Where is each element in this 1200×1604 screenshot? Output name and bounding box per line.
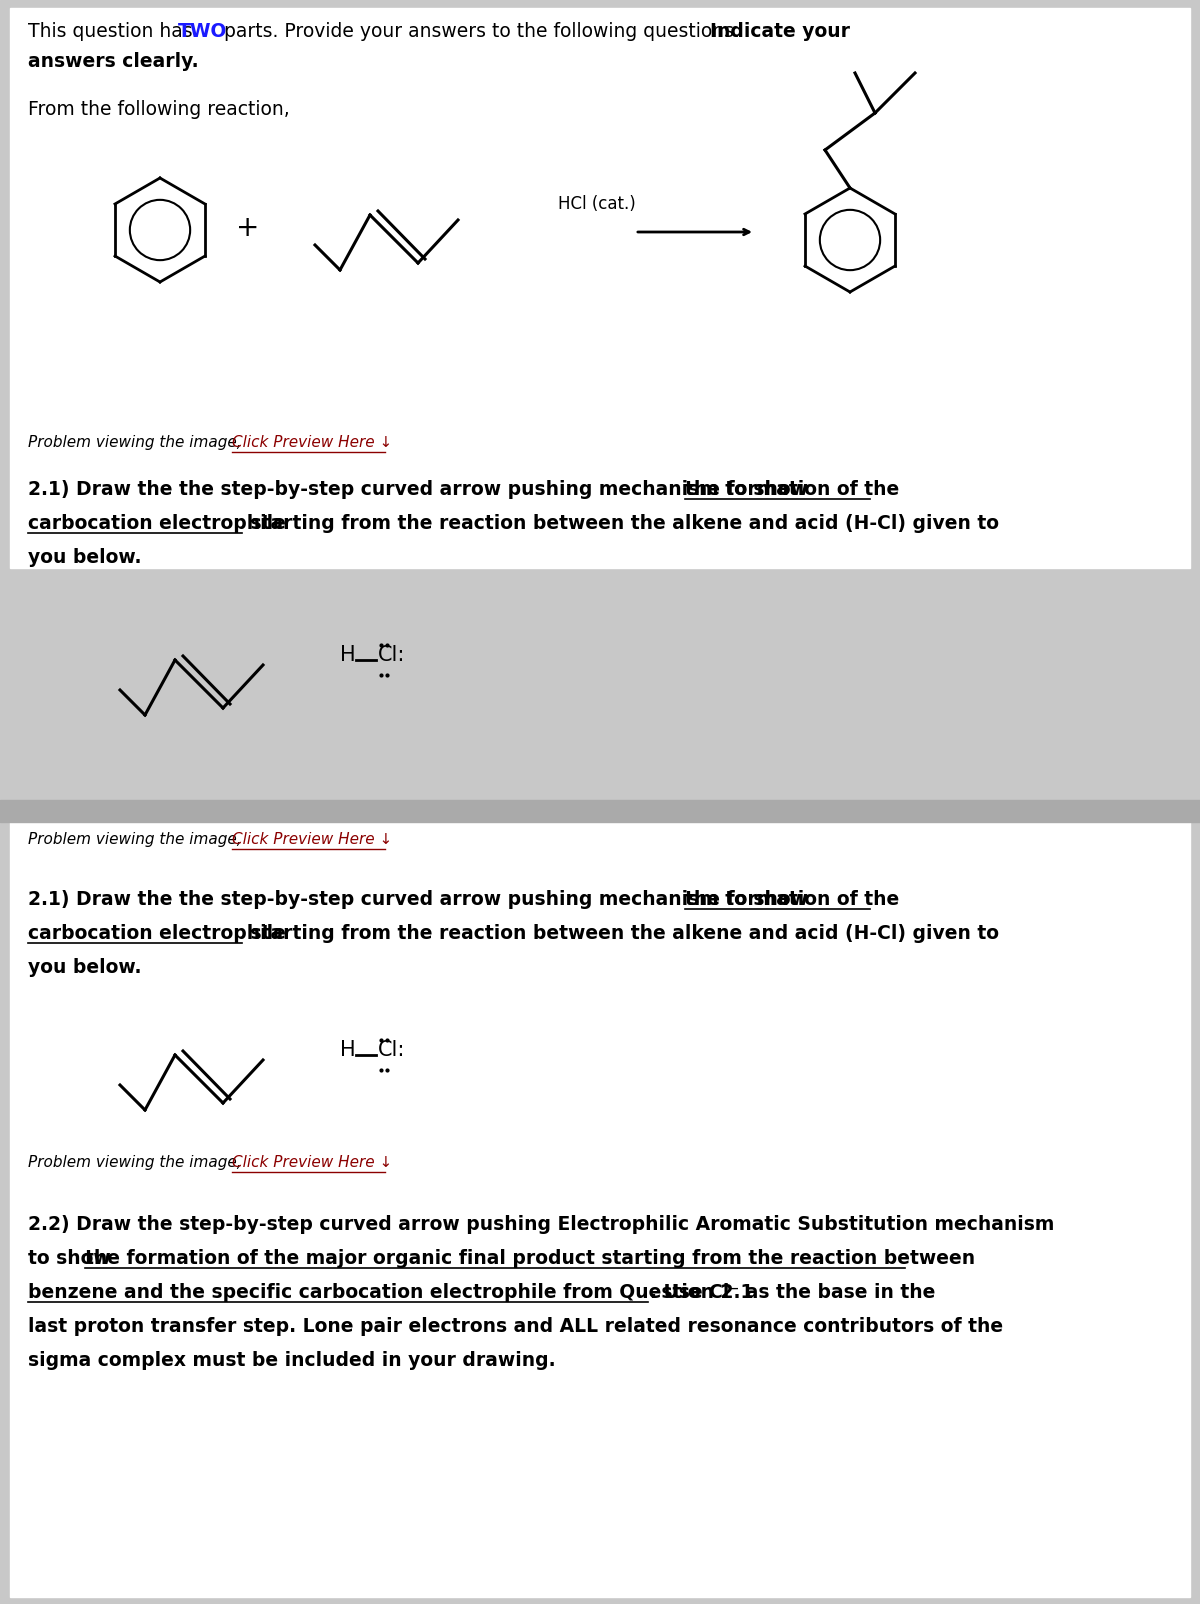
Bar: [10, 8, 1190, 568]
Text: Cl:: Cl:: [378, 645, 406, 666]
Text: sigma complex must be included in your drawing.: sigma complex must be included in your d…: [28, 1351, 556, 1370]
Text: This question has: This question has: [28, 22, 199, 42]
Text: carbocation electrophile: carbocation electrophile: [28, 513, 286, 533]
Text: 2.1) Draw the the step-by-step curved arrow pushing mechanism to show: 2.1) Draw the the step-by-step curved ar…: [28, 890, 815, 909]
Text: . Use Cl⁻ as the base in the: . Use Cl⁻ as the base in the: [650, 1283, 935, 1302]
Text: you below.: you below.: [28, 549, 142, 566]
Text: 2.2) Draw the step-by-step curved arrow pushing Electrophilic Aromatic Substitut: 2.2) Draw the step-by-step curved arrow …: [28, 1214, 1055, 1233]
Text: the formation of the: the formation of the: [685, 890, 899, 909]
Text: Click Preview Here ↓: Click Preview Here ↓: [232, 832, 392, 847]
Text: Cl:: Cl:: [378, 1039, 406, 1060]
Text: Problem viewing the image,: Problem viewing the image,: [28, 1155, 246, 1169]
Text: the formation of the: the formation of the: [685, 480, 899, 499]
Text: Indicate your: Indicate your: [710, 22, 850, 42]
Text: starting from the reaction between the alkene and acid (H-Cl) given to: starting from the reaction between the a…: [244, 513, 998, 533]
Text: starting from the reaction between the alkene and acid (H-Cl) given to: starting from the reaction between the a…: [244, 924, 998, 943]
Text: HCl (cat.): HCl (cat.): [558, 196, 636, 213]
Text: From the following reaction,: From the following reaction,: [28, 99, 289, 119]
Text: carbocation electrophile: carbocation electrophile: [28, 924, 286, 943]
Text: Click Preview Here ↓: Click Preview Here ↓: [232, 435, 392, 451]
Text: Problem viewing the image,: Problem viewing the image,: [28, 435, 246, 451]
Text: parts. Provide your answers to the following questions.: parts. Provide your answers to the follo…: [218, 22, 746, 42]
Bar: [0, 800, 1200, 821]
Text: Problem viewing the image,: Problem viewing the image,: [28, 832, 246, 847]
Text: benzene and the specific carbocation electrophile from Question 2.1: benzene and the specific carbocation ele…: [28, 1283, 754, 1302]
Text: +: +: [236, 213, 259, 242]
Text: H: H: [340, 645, 355, 666]
Text: Click Preview Here ↓: Click Preview Here ↓: [232, 1155, 392, 1169]
Text: 2.1) Draw the the step-by-step curved arrow pushing mechanism to show: 2.1) Draw the the step-by-step curved ar…: [28, 480, 815, 499]
Text: last proton transfer step. Lone pair electrons and ALL related resonance contrib: last proton transfer step. Lone pair ele…: [28, 1317, 1003, 1336]
Text: answers clearly.: answers clearly.: [28, 51, 199, 71]
Text: H: H: [340, 1039, 355, 1060]
Text: TWO: TWO: [178, 22, 227, 42]
Text: to show: to show: [28, 1250, 118, 1269]
Bar: [10, 821, 1190, 1598]
Text: the formation of the major organic final product starting from the reaction betw: the formation of the major organic final…: [85, 1250, 976, 1269]
Text: you below.: you below.: [28, 958, 142, 977]
